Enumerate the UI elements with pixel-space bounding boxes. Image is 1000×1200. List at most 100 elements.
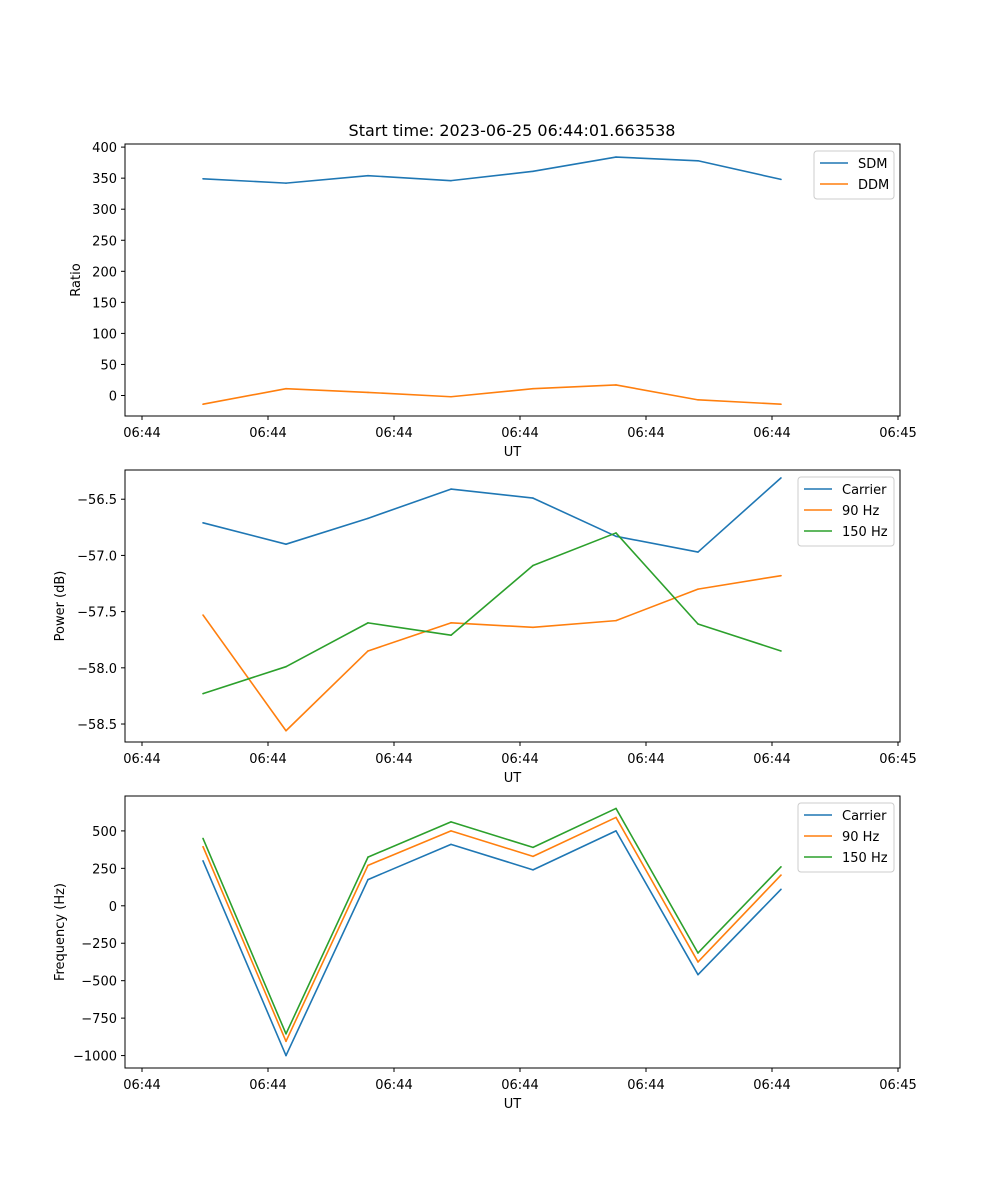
y-tick-label: −56.5 [77,493,117,508]
data-point [202,692,204,695]
legend-label: Carrier [842,809,887,824]
y-tick-label: −500 [81,975,117,990]
x-tick-label: 06:45 [879,752,916,767]
data-point [450,179,452,182]
series-line-sdm [202,156,782,184]
data-point [285,387,287,390]
data-point [532,170,534,173]
data-point [532,846,534,849]
data-point [202,614,204,616]
y-tick-label: −250 [81,937,117,952]
x-tick-label: 06:44 [627,426,664,441]
data-point [367,856,369,858]
series-line-150-hz [202,532,782,695]
data-point [202,177,204,180]
data-point [780,888,782,891]
y-tick-label: −57.5 [77,606,117,621]
x-tick-label: 06:44 [249,1078,286,1093]
y-tick-label: 350 [92,172,117,187]
legend: Carrier 90 Hz 150 Hz [797,802,895,873]
data-point [780,874,782,876]
x-tick-label: 06:44 [123,426,160,441]
data-point [615,535,617,538]
legend: SDM DDM [813,150,895,200]
y-tick-label: −58.0 [77,662,117,677]
x-tick-label: 06:44 [627,752,664,767]
legend-box [797,476,895,547]
data-point [615,384,617,386]
plot-frame [124,469,901,743]
data-point [532,497,534,499]
x-tick-label: 06:44 [249,426,286,441]
data-point [450,395,452,398]
legend-label: 150 Hz [842,525,888,540]
x-tick-label: 06:44 [753,752,790,767]
data-point [532,855,534,858]
data-point [615,532,617,534]
data-point [450,634,452,637]
series-line-150-hz [202,807,782,1035]
data-point [450,830,452,832]
data-point [532,387,534,390]
data-point [285,543,287,545]
subplot-2: −58.5 −58.0 −57.5 −57.0 −56.5 06:44 06:44 06:44… [53,469,917,786]
data-point [285,1033,287,1035]
data-point [202,845,204,848]
legend-label: Carrier [842,483,887,498]
data-point [697,623,699,625]
data-point [780,403,782,406]
data-point [697,952,699,954]
y-tick-label: 200 [92,265,117,280]
series-line-carrier [202,830,782,1057]
series-line-carrier [202,477,782,553]
y-axis-label: Ratio [69,263,84,296]
legend: Carrier 90 Hz 150 Hz [797,476,895,547]
subplot-panels: 0 50 100 150 200 250 300 350 400 06:44 06:44 06:44 0… [53,141,917,1112]
series-line-90-hz [202,816,782,1043]
data-point [615,156,617,158]
data-point [532,626,534,629]
legend-box [797,802,895,873]
data-point [697,159,699,162]
x-tick-label: 06:45 [879,1078,916,1093]
data-point [780,574,782,577]
data-point [285,1054,287,1057]
x-tick-label: 06:44 [375,426,412,441]
data-point [285,665,287,668]
y-tick-label: 100 [92,327,117,342]
data-point [615,807,617,810]
x-axis-label: UT [504,771,522,786]
data-point [450,488,452,490]
data-point [367,174,369,177]
y-tick-label: 0 [109,900,117,915]
x-tick-label: 06:44 [501,426,538,441]
data-point [532,564,534,567]
x-tick-label: 06:44 [753,1078,790,1093]
data-point [367,878,369,881]
y-tick-label: −57.0 [77,549,117,564]
data-point [367,864,369,867]
data-point [697,551,699,553]
data-point [202,522,204,524]
x-tick-label: 06:45 [879,426,916,441]
data-point [697,961,699,963]
legend-label: 90 Hz [842,830,879,845]
data-point [615,816,617,819]
data-point [697,973,699,976]
subplot-3: −1000 −750 −500 −250 0 250 500 06:44 06:44 06:44 0… [53,795,917,1112]
y-tick-label: 500 [92,825,117,840]
data-point [532,869,534,871]
x-axis-label: UT [504,445,522,460]
series-line-90-hz [202,574,782,732]
plot-frame [124,143,901,417]
data-point [285,182,287,184]
chart-title: Start time: 2023-06-25 06:44:01.663538 [349,121,676,140]
data-point [780,650,782,652]
data-point [202,860,204,862]
data-point [780,477,782,479]
data-point [202,403,204,406]
x-tick-label: 06:44 [375,1078,412,1093]
y-tick-label: 250 [92,234,117,249]
legend-label: DDM [858,178,889,193]
subplot-1: 0 50 100 150 200 250 300 350 400 06:44 06:44 06:44 0… [69,141,917,460]
